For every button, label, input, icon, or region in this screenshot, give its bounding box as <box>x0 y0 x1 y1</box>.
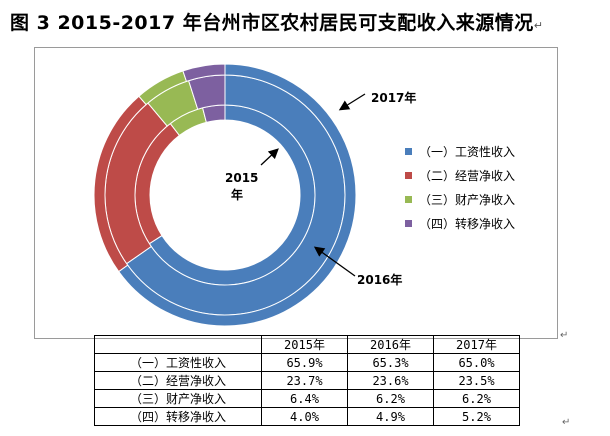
table-row-label: （三）财产净收入 <box>94 389 262 408</box>
paragraph-mark-icon: ↵ <box>533 19 544 32</box>
table-cell: 23.6% <box>347 371 434 390</box>
table-cell: 5.2% <box>433 407 520 426</box>
table-row-label: （二）经营净收入 <box>94 371 262 390</box>
table-row: （二）经营净收入 23.7% 23.6% 23.5% <box>94 371 520 390</box>
annotation-2017-label: 2017年 <box>371 90 416 105</box>
table-header-row: 2015年 2016年 2017年 <box>94 335 520 354</box>
legend-label: （三）财产净收入 <box>419 193 515 207</box>
table-row: （三）财产净收入 6.4% 6.2% 6.2% <box>94 389 520 408</box>
legend-swatch <box>405 148 412 155</box>
table-cell: 6.2% <box>347 389 434 408</box>
legend-swatch <box>405 172 412 179</box>
table-cell: 6.4% <box>261 389 348 408</box>
table-cell: 4.0% <box>261 407 348 426</box>
annotation-2016: 2016年 <box>313 246 402 287</box>
annotation-2017-arrow <box>338 93 366 111</box>
paragraph-mark-icon: ↵ <box>560 330 569 341</box>
table-header-cell: 2017年 <box>433 335 520 354</box>
table-row: （一）工资性收入 65.9% 65.3% 65.0% <box>94 353 520 372</box>
annotation-2017: 2017年 <box>338 90 416 111</box>
annotation-2016-label: 2016年 <box>357 272 402 287</box>
paragraph-mark-icon: ↵ <box>562 417 571 428</box>
table-cell: 23.5% <box>433 371 520 390</box>
table-row-label: （四）转移净收入 <box>94 407 262 426</box>
donut-slice <box>182 63 226 82</box>
table-cell: 4.9% <box>347 407 434 426</box>
chart-figure-title: 图 3 2015-2017 年台州市区农村居民可支配收入来源情况↵ <box>10 8 543 35</box>
donut-chart: 2017年 2016年 2015 年 （一）工资性收入 （二）经营净收入 （三）财产… <box>93 63 515 327</box>
legend-label: （四）转移净收入 <box>419 216 515 231</box>
table-row-label: （一）工资性收入 <box>94 353 262 372</box>
chart-area: 2017年 2016年 2015 年 （一）工资性收入 （二）经营净收入 （三）财产… <box>34 47 558 339</box>
table-cell: 65.9% <box>261 353 348 372</box>
donut-rings <box>93 63 357 327</box>
annotation-2015-label-line1: 2015 <box>225 171 258 185</box>
annotation-2016-arrow <box>313 246 356 277</box>
table-cell: 6.2% <box>433 389 520 408</box>
chart-legend: （一）工资性收入 （二）经营净收入 （三）财产净收入 （四）转移净收入 <box>405 145 515 231</box>
table-header-cell <box>94 335 262 354</box>
table-header-cell: 2015年 <box>261 335 348 354</box>
table-header-cell: 2016年 <box>347 335 434 354</box>
figure-title-text: 图 3 2015-2017 年台州市区农村居民可支配收入来源情况 <box>10 12 534 34</box>
legend-swatch <box>405 196 412 203</box>
donut-slice <box>202 104 226 123</box>
legend-label: （二）经营净收入 <box>419 169 515 183</box>
annotation-2015: 2015 年 <box>225 148 279 202</box>
annotation-2015-arrow <box>260 148 279 166</box>
legend-swatch <box>405 220 412 227</box>
annotation-2015-label-line2: 年 <box>231 187 243 202</box>
table-cell: 23.7% <box>261 371 348 390</box>
data-table: 2015年 2016年 2017年 （一）工资性收入 65.9% 65.3% 6… <box>94 335 520 426</box>
table-cell: 65.0% <box>433 353 520 372</box>
legend-label: （一）工资性收入 <box>419 145 515 159</box>
table-cell: 65.3% <box>347 353 434 372</box>
table-row: （四）转移净收入 4.0% 4.9% 5.2% <box>94 407 520 426</box>
